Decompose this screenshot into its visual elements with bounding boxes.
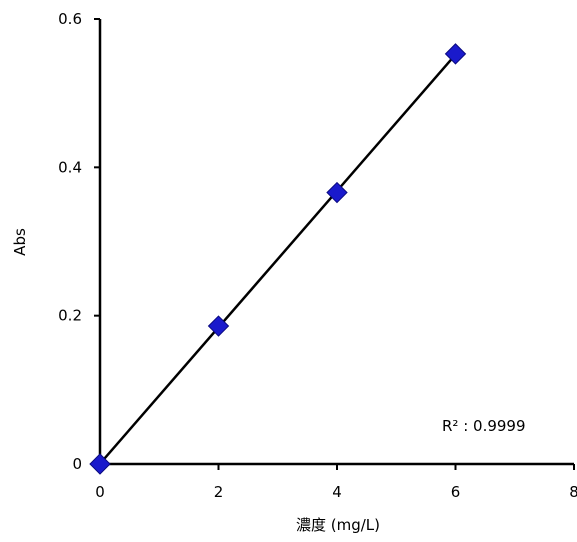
y-tick-label: 0: [72, 455, 82, 473]
data-points: [89, 43, 467, 475]
data-point: [89, 453, 111, 475]
tick-labels: 0 2 4 6 8 0 0.2 0.4 0.6: [58, 10, 577, 501]
data-point: [444, 43, 467, 65]
y-tick-label: 0.4: [58, 158, 82, 176]
y-axis-title: Abs: [11, 228, 29, 256]
x-tick-label: 4: [332, 483, 342, 501]
x-tick-label: 0: [95, 483, 105, 501]
data-point: [326, 181, 348, 204]
axes: [98, 19, 574, 466]
trendline-group: [99, 53, 457, 465]
x-axis-title: 濃度 (mg/L): [296, 516, 380, 534]
y-tick-label: 0.2: [58, 307, 82, 325]
y-tick-label: 0.6: [58, 10, 82, 28]
data-point: [207, 315, 230, 337]
r-squared-annotation: R² : 0.9999: [442, 417, 526, 435]
x-tick-label: 2: [214, 483, 224, 501]
tick-marks: [94, 18, 575, 470]
x-tick-label: 6: [451, 483, 461, 501]
x-tick-label: 8: [569, 483, 577, 501]
trendline: [99, 53, 457, 465]
